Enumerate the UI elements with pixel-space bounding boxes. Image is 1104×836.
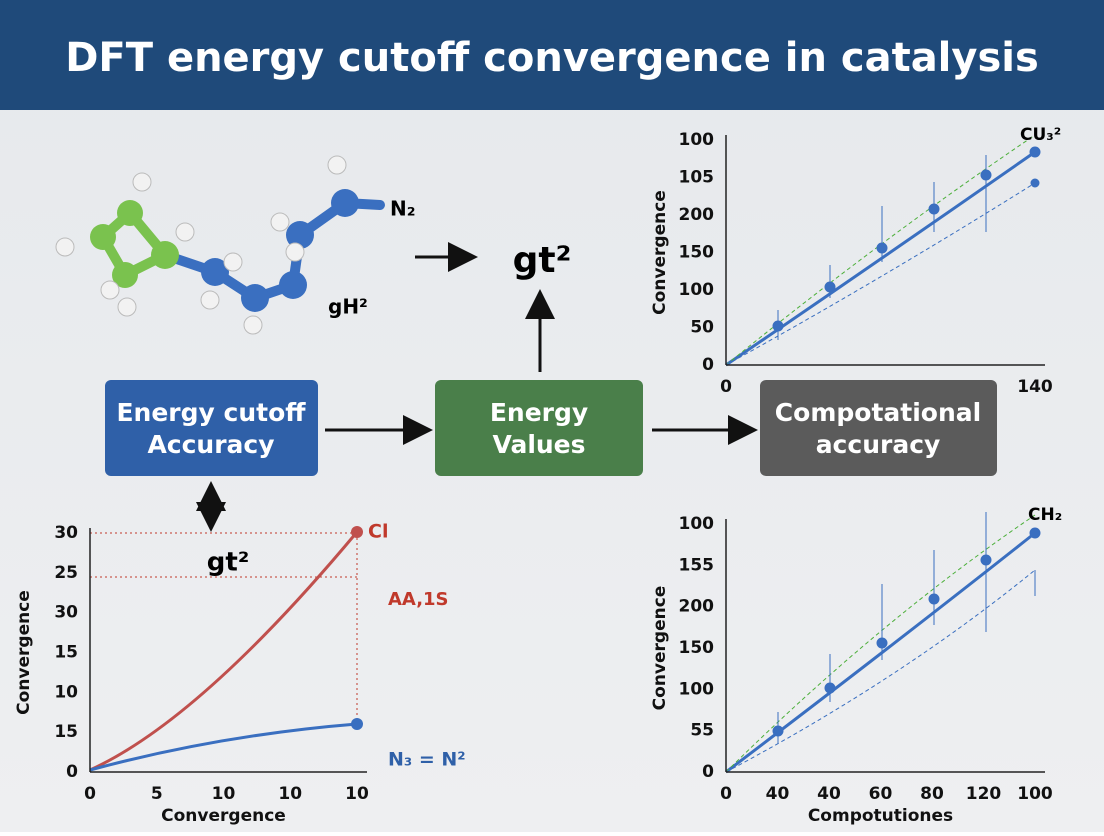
x-tick-label: 5	[151, 784, 163, 804]
y-axis-label: Convergence	[14, 590, 34, 715]
y-tick-label: 0	[702, 762, 714, 782]
y-tick-label: 30	[54, 523, 78, 543]
x-tick-label: 10	[278, 784, 302, 804]
chart-top-right	[725, 134, 1041, 367]
y-tick-label: 30	[54, 603, 78, 623]
x-tick-label: 140	[1017, 377, 1053, 397]
flow-box	[435, 380, 643, 476]
x-tick-label: 40	[766, 784, 790, 804]
y-axis-label: Convergence	[650, 586, 670, 711]
molecule-label: gH²	[328, 295, 368, 319]
chart-bottom-right	[725, 512, 1041, 774]
y-tick-label: 200	[679, 205, 715, 225]
box-text: Energy	[490, 398, 588, 427]
x-tick-label: 10	[345, 784, 369, 804]
box-text: Energy cutoff	[116, 398, 306, 427]
y-tick-label: 150	[679, 638, 715, 658]
y-tick-label: 200	[679, 597, 715, 617]
x-tick-label: 60	[869, 784, 893, 804]
y-axis-label: Convergence	[650, 190, 670, 315]
flow-box	[760, 380, 997, 476]
y-tick-label: 15	[54, 722, 78, 742]
molecule	[55, 155, 385, 335]
y-tick-label: 100	[679, 130, 715, 150]
annotation: gt²	[207, 548, 249, 578]
x-tick-label: 100	[1017, 784, 1053, 804]
x-axis-label: Convergence	[161, 806, 286, 826]
x-tick-label: 40	[817, 784, 841, 804]
title: DFT energy cutoff convergence in catalys…	[65, 35, 1039, 81]
x-tick-label: 0	[720, 784, 732, 804]
series-label: CU₃²	[1020, 125, 1061, 145]
y-tick-label: 100	[679, 514, 715, 534]
y-tick-label: 0	[702, 355, 714, 375]
flow-box	[105, 380, 318, 476]
y-tick-label: 105	[679, 168, 715, 188]
x-tick-label: 120	[966, 784, 1002, 804]
y-tick-label: 55	[690, 721, 714, 741]
x-axis-label: Compotutiones	[808, 806, 953, 826]
series-label: CH₂	[1028, 505, 1062, 525]
y-tick-label: 100	[679, 679, 715, 699]
box-text: Values	[492, 430, 585, 459]
header	[0, 0, 1104, 110]
chart-bottom-left	[89, 526, 363, 772]
x-tick-label: 0	[720, 377, 732, 397]
box-text: Compotational	[775, 398, 981, 427]
y-tick-label: 25	[54, 563, 78, 583]
x-tick-label: 0	[84, 784, 96, 804]
y-tick-label: 0	[66, 762, 78, 782]
y-tick-label: 10	[54, 682, 78, 702]
y-tick-label: 155	[679, 555, 715, 575]
molecule-label: N₂	[390, 197, 416, 221]
y-tick-label: 15	[54, 643, 78, 663]
annotation: N₃ = N²	[388, 749, 466, 771]
y-tick-label: 50	[690, 318, 714, 338]
arrow-label: gt²	[513, 240, 572, 281]
annotation: Cl	[368, 521, 388, 543]
y-tick-label: 100	[679, 280, 715, 300]
x-tick-label: 80	[920, 784, 944, 804]
box-text: accuracy	[816, 430, 941, 459]
box-text: Accuracy	[147, 430, 274, 459]
x-tick-label: 10	[212, 784, 236, 804]
annotation: AA,1S	[388, 589, 449, 610]
y-tick-label: 150	[679, 243, 715, 263]
